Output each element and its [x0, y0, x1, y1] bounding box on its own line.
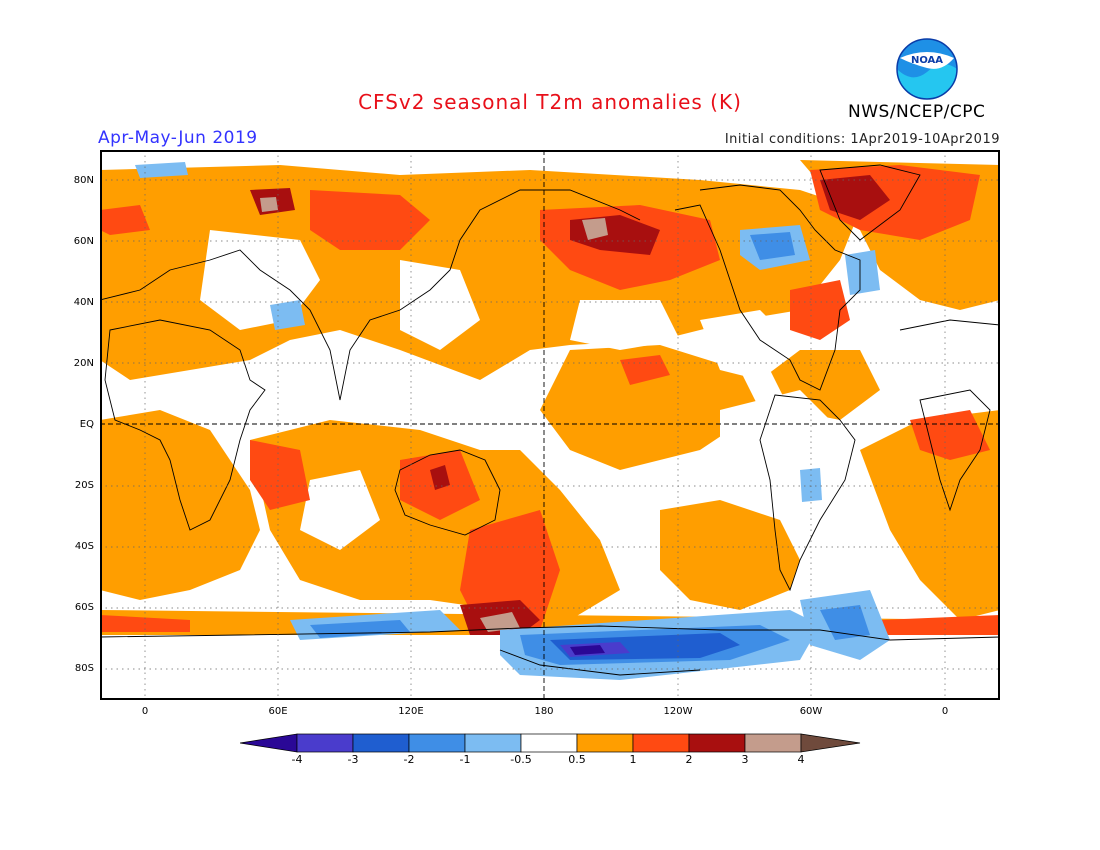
anomaly-warm-extreme: [260, 197, 608, 632]
lon-label-60w: 60W: [799, 706, 823, 717]
lon-label-180: 180: [534, 706, 554, 717]
lat-label-60n: 60N: [73, 236, 94, 247]
colorbar-bin: [352, 733, 410, 753]
colorbar-label: -0.5: [510, 753, 532, 766]
colorbar-bin: [632, 733, 690, 753]
colorbar-label: 3: [741, 753, 749, 766]
lat-label-eq: EQ: [79, 419, 94, 430]
lat-label-80n: 80N: [73, 175, 94, 186]
colorbar-label: 2: [685, 753, 693, 766]
lat-label-40s: 40S: [74, 541, 94, 552]
lon-label-120e: 120E: [398, 706, 424, 717]
initial-conditions-label: Initial conditions: 1Apr2019-10Apr2019: [724, 132, 1000, 147]
colorbar-bin: [296, 733, 354, 753]
colorbar-bin: [576, 733, 634, 753]
anomaly-map: [100, 150, 1000, 700]
colorbar-bin: [408, 733, 466, 753]
equator-dateline: [100, 150, 1000, 700]
colorbar-arrow-right: [800, 733, 861, 753]
lon-label-120w: 120W: [663, 706, 693, 717]
agency-label: NWS/NCEP/CPC: [848, 102, 986, 122]
colorbar-label: -3: [347, 753, 359, 766]
lon-label-0-right: 0: [941, 706, 949, 717]
colorbar-label: -4: [291, 753, 303, 766]
colorbar-label: -2: [403, 753, 415, 766]
colorbar-label: 1: [629, 753, 637, 766]
coastlines: [100, 164, 1000, 676]
season-label: Apr-May-Jun 2019: [98, 128, 258, 148]
colorbar-bin: [464, 733, 522, 753]
chart-title: CFSv2 seasonal T2m anomalies (K): [358, 90, 742, 114]
colorbar-bin: [688, 733, 746, 753]
lat-label-20s: 20S: [74, 480, 94, 491]
colorbar-bin: [520, 733, 578, 753]
lat-label-60s: 60S: [74, 602, 94, 613]
map-frame: [100, 150, 1000, 700]
graticule: [100, 150, 1000, 700]
colorbar: [240, 733, 861, 753]
lon-label-0: 0: [141, 706, 149, 717]
anomaly-warm-medium: [100, 165, 1000, 635]
colorbar-bin: [744, 733, 802, 753]
colorbar-label: 4: [797, 753, 805, 766]
lat-label-20n: 20N: [73, 358, 94, 369]
colorbar-label: -1: [459, 753, 471, 766]
lon-label-60e: 60E: [268, 706, 288, 717]
noaa-logo-text: NOAA: [911, 55, 943, 66]
lat-label-80s: 80S: [74, 663, 94, 674]
noaa-logo-icon: NOAA: [896, 38, 958, 100]
colorbar-label: 0.5: [568, 753, 586, 766]
anomaly-cool-max: [570, 645, 605, 655]
colorbar-arrow-left: [240, 733, 298, 753]
lat-label-40n: 40N: [73, 297, 94, 308]
